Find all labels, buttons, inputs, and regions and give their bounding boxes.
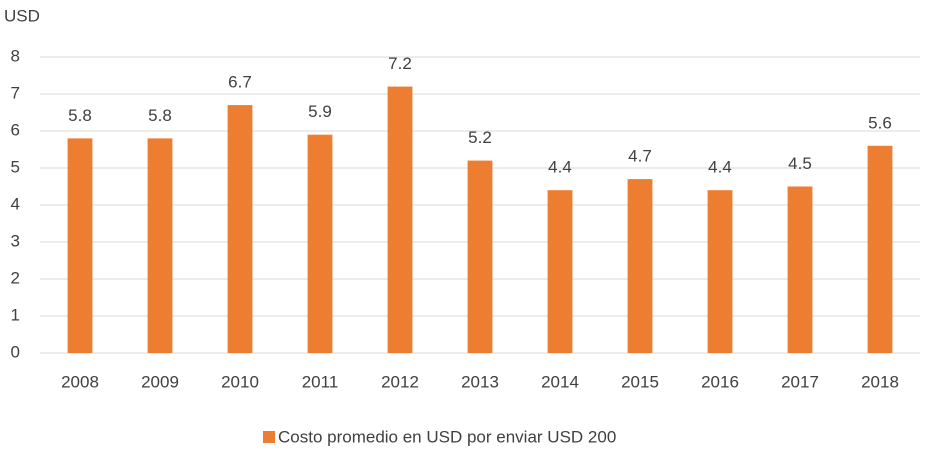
data-label: 4.4 (548, 158, 572, 177)
x-tick-label: 2013 (461, 372, 499, 391)
y-tick-label: 1 (11, 305, 20, 324)
legend-swatch (263, 431, 275, 443)
y-tick-label: 2 (11, 268, 20, 287)
x-tick-label: 2010 (221, 372, 259, 391)
bar (707, 190, 733, 353)
data-label: 4.7 (628, 147, 652, 166)
x-tick-label: 2017 (781, 372, 819, 391)
y-tick-label: 4 (11, 194, 20, 213)
data-label: 4.4 (708, 158, 732, 177)
x-tick-label: 2012 (381, 372, 419, 391)
x-tick-label: 2009 (141, 372, 179, 391)
bar (387, 86, 413, 353)
x-tick-label: 2016 (701, 372, 739, 391)
bar (627, 179, 653, 353)
x-tick-label: 2018 (861, 372, 899, 391)
data-label: 5.8 (68, 106, 92, 125)
data-label: 5.8 (148, 106, 172, 125)
y-tick-label: 5 (11, 157, 20, 176)
y-tick-label: 0 (11, 342, 20, 361)
bar (867, 145, 893, 353)
y-tick-label: 8 (11, 46, 20, 65)
x-tick-label: 2011 (302, 372, 339, 391)
x-tick-label: 2008 (61, 372, 99, 391)
y-tick-label: 7 (11, 83, 20, 102)
x-tick-label: 2014 (541, 372, 579, 391)
bar (147, 138, 173, 353)
y-axis-label: USD (4, 6, 40, 25)
y-tick-label: 3 (11, 231, 20, 250)
legend-label: Costo promedio en USD por enviar USD 200 (278, 427, 616, 446)
y-tick-label: 6 (11, 120, 20, 139)
bar (307, 134, 333, 353)
data-label: 5.9 (308, 102, 332, 121)
data-label: 5.2 (468, 128, 492, 147)
data-label: 4.5 (788, 154, 812, 173)
data-label: 7.2 (388, 54, 412, 73)
bar (787, 186, 813, 353)
bar (467, 160, 493, 353)
data-label: 5.6 (868, 113, 892, 132)
x-tick-label: 2015 (621, 372, 659, 391)
bar (227, 105, 253, 353)
data-label: 6.7 (228, 73, 252, 92)
bar (67, 138, 93, 353)
bar (547, 190, 573, 353)
